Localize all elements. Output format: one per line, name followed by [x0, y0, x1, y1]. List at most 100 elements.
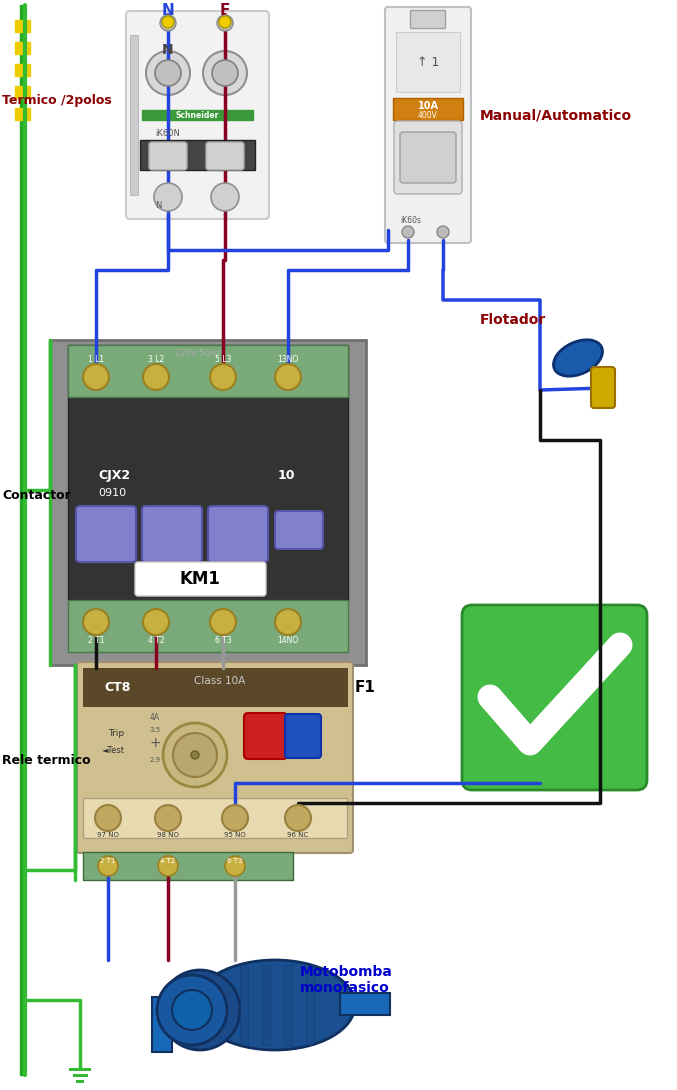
Text: 95 NO: 95 NO [224, 832, 246, 838]
Text: 13NO: 13NO [278, 354, 299, 363]
Text: iK60s: iK60s [400, 216, 421, 225]
Circle shape [155, 60, 181, 86]
Circle shape [275, 364, 301, 390]
Text: 3 L2: 3 L2 [148, 354, 164, 363]
Circle shape [210, 609, 236, 635]
Circle shape [172, 990, 212, 1030]
Text: 10A: 10A [418, 101, 439, 111]
Circle shape [158, 856, 178, 876]
Bar [130, 35, 138, 195]
Circle shape [146, 51, 190, 95]
Text: 97 NO: 97 NO [97, 832, 119, 838]
Circle shape [285, 806, 311, 831]
Text: Schneider: Schneider [175, 110, 219, 120]
Text: 220V 50Hz: 220V 50Hz [175, 349, 221, 358]
Text: F: F [220, 2, 230, 17]
Circle shape [155, 806, 181, 831]
Bar [396, 32, 460, 92]
Circle shape [219, 16, 231, 28]
Ellipse shape [554, 340, 603, 376]
FancyBboxPatch shape [135, 562, 266, 596]
Circle shape [98, 856, 118, 876]
Bar [284, 965, 292, 1045]
Text: F1: F1 [355, 679, 376, 694]
Text: ↑ 1: ↑ 1 [417, 56, 439, 69]
Text: Contactor: Contactor [2, 488, 71, 501]
Circle shape [83, 609, 109, 635]
Text: 10: 10 [278, 469, 295, 482]
FancyBboxPatch shape [394, 121, 462, 194]
Ellipse shape [157, 974, 227, 1045]
Text: 96 NC: 96 NC [287, 832, 309, 838]
Circle shape [203, 51, 247, 95]
Bar [20, 5, 25, 1075]
Bar [306, 965, 314, 1045]
Text: Motobomba
monofasico: Motobomba monofasico [300, 965, 393, 995]
FancyBboxPatch shape [285, 714, 321, 758]
Bar [83, 852, 293, 880]
Text: 14NO: 14NO [278, 635, 299, 644]
FancyBboxPatch shape [591, 367, 615, 408]
Text: 2 T1: 2 T1 [100, 858, 116, 864]
Bar [140, 140, 255, 170]
FancyBboxPatch shape [77, 662, 353, 853]
Circle shape [222, 806, 248, 831]
Text: 0910: 0910 [98, 488, 126, 498]
Bar [69, 1068, 91, 1071]
FancyBboxPatch shape [385, 7, 471, 243]
Text: Rele termico: Rele termico [2, 753, 91, 766]
Text: N: N [162, 2, 175, 17]
Bar [15, 108, 30, 120]
Bar [50, 340, 366, 665]
Text: Class 10A: Class 10A [194, 676, 246, 686]
Circle shape [143, 364, 169, 390]
Bar [68, 346, 348, 397]
Bar [15, 86, 30, 98]
Text: 6 T3: 6 T3 [227, 858, 243, 864]
Circle shape [163, 723, 227, 787]
Circle shape [160, 15, 176, 31]
FancyBboxPatch shape [208, 506, 268, 562]
Text: 6 T3: 6 T3 [215, 635, 232, 644]
Text: 98 NO: 98 NO [157, 832, 179, 838]
Text: 4 T2: 4 T2 [148, 635, 165, 644]
Circle shape [437, 226, 449, 238]
Text: Trip: Trip [108, 728, 124, 738]
Text: 2 T1: 2 T1 [88, 635, 104, 644]
Text: 5 L3: 5 L3 [215, 354, 231, 363]
Text: N: N [155, 201, 161, 209]
Bar [393, 98, 463, 120]
Text: 1 L1: 1 L1 [88, 354, 104, 363]
FancyBboxPatch shape [149, 142, 187, 170]
Circle shape [83, 364, 109, 390]
Bar [340, 993, 390, 1015]
Text: KM1: KM1 [179, 570, 221, 588]
Bar [73, 1074, 88, 1077]
Circle shape [143, 609, 169, 635]
Bar [83, 668, 347, 706]
Text: Manual/Automatico: Manual/Automatico [480, 108, 632, 122]
Bar [15, 64, 30, 76]
FancyBboxPatch shape [206, 142, 244, 170]
FancyBboxPatch shape [275, 511, 323, 549]
Circle shape [95, 806, 121, 831]
Text: iK60N: iK60N [155, 129, 180, 137]
Bar [68, 346, 348, 600]
Text: 2.9: 2.9 [150, 756, 160, 763]
Circle shape [212, 60, 238, 86]
Circle shape [225, 856, 245, 876]
Bar [68, 600, 348, 652]
Circle shape [402, 226, 414, 238]
Bar [15, 20, 30, 32]
FancyBboxPatch shape [400, 132, 456, 183]
Circle shape [191, 751, 199, 759]
Circle shape [154, 183, 182, 211]
Text: 3.5: 3.5 [150, 727, 160, 732]
FancyBboxPatch shape [244, 713, 287, 759]
Circle shape [210, 364, 236, 390]
Text: 4A: 4A [150, 713, 160, 722]
Text: CT8: CT8 [105, 680, 131, 693]
Bar [15, 43, 30, 54]
Ellipse shape [160, 970, 240, 1050]
FancyBboxPatch shape [126, 11, 269, 219]
